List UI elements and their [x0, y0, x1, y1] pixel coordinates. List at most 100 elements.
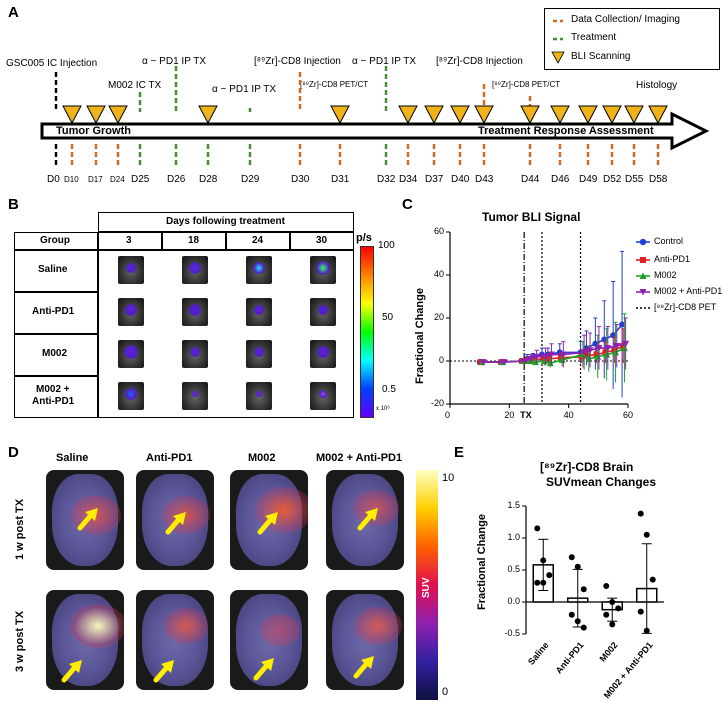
bli-signal [319, 390, 327, 398]
col-cell-1 [162, 232, 226, 250]
c-point [580, 349, 588, 356]
arrow-head [261, 658, 274, 671]
bli-header-box [98, 212, 354, 232]
c-point [559, 351, 567, 359]
day-label-D24: D24 [110, 175, 125, 184]
c-tx-label: TX [520, 410, 532, 420]
e-point [643, 627, 650, 634]
c-point [540, 357, 548, 364]
bli-thumbnail [246, 340, 272, 368]
day-label-D43: D43 [475, 174, 494, 185]
suv-tick-0: 0 [442, 686, 449, 698]
day-label-D28: D28 [199, 174, 218, 185]
c-point [594, 353, 602, 360]
panel-label-e: E [454, 444, 465, 461]
bli-scan-marker [520, 105, 540, 125]
day-label-D37: D37 [425, 174, 444, 185]
c-point [601, 336, 608, 343]
day-label-D26: D26 [167, 174, 186, 185]
c-point [604, 345, 612, 352]
day-label-D55: D55 [625, 174, 644, 185]
bli-colorbar-05: 0.5 [382, 384, 396, 395]
c-xtick-label: 0 [445, 410, 451, 420]
pet-brain-image [46, 470, 124, 570]
col-label-24: 24 [252, 235, 264, 246]
pet-hotspot [353, 489, 399, 527]
c-point [557, 354, 564, 361]
c-point [620, 342, 627, 349]
e-ytick-label: 1.5 [507, 500, 520, 510]
e-point [637, 510, 644, 517]
c-xtick-label: 60 [623, 410, 634, 420]
image-grid-cell [98, 250, 354, 418]
arrow-icon [357, 508, 378, 531]
group-header: Group [40, 235, 70, 246]
event-zr-pet-2: [⁸⁹Zr]-CD8 PET/CT [492, 80, 561, 89]
bli-scan-marker [398, 105, 418, 125]
day-label-D40: D40 [451, 174, 470, 185]
event-gsc: GSC005 IC Injection [6, 58, 98, 69]
day-label-D34: D34 [399, 174, 418, 185]
e-point [643, 531, 650, 538]
bli-signal [125, 304, 137, 316]
suv-colorbar [416, 470, 438, 700]
day-label-D32: D32 [377, 174, 396, 185]
bli-thumbnail [310, 298, 336, 326]
e-point [568, 611, 575, 618]
arrow-head [265, 512, 278, 525]
col-cell-2 [226, 232, 290, 250]
pet-hotspot [70, 603, 124, 649]
arrow-icon [61, 660, 82, 683]
e-point [603, 611, 610, 618]
c-point [619, 321, 626, 328]
pet-col-combo: M002 + Anti-PD1 [316, 452, 403, 464]
e-point [568, 554, 575, 561]
c-legend-1: Anti-PD1 [654, 254, 691, 264]
row-cell-combo [14, 376, 98, 418]
e-point [540, 579, 547, 586]
timeline [40, 66, 710, 166]
c-legend-marker [640, 257, 646, 263]
c-legend-marker [639, 238, 647, 246]
bli-scan-marker [62, 105, 82, 125]
bli-signal [124, 345, 138, 359]
group-saline: Saline [38, 264, 68, 275]
bli-scan-marker [330, 105, 350, 125]
panel-label-c: C [402, 196, 413, 213]
event-m002: M002 IC TX [108, 80, 162, 91]
bli-signal [125, 388, 137, 400]
c-legend-pet: [⁸⁹Zr]-CD8 PET [654, 302, 717, 312]
e-ytick-label: -0.5 [504, 628, 520, 638]
arrow-icon [153, 660, 174, 683]
pet-hotspot [164, 608, 208, 644]
row-cell-antipd1 [14, 292, 98, 334]
bli-signal [189, 304, 201, 316]
suv-chart-title-1: [⁸⁹Zr]-CD8 Brain [540, 460, 634, 474]
bli-scan-marker [474, 105, 494, 125]
event-zr-inj-2: [⁸⁹Zr]-CD8 Injection [436, 56, 523, 67]
c-point [547, 351, 555, 359]
bli-colorbar-50: 50 [382, 312, 394, 323]
arrow-head [361, 656, 374, 669]
day-label-D30: D30 [291, 174, 310, 185]
event-pd1-b: α − PD1 IP TX [212, 84, 277, 95]
row-cell-saline [14, 250, 98, 292]
day-label-D0: D0 [47, 174, 60, 185]
c-point [584, 352, 591, 359]
day-label-D44: D44 [521, 174, 540, 185]
e-ytick-label: 1.0 [507, 532, 520, 542]
arrow-label-tumor-growth: Tumor Growth [56, 125, 131, 137]
bli-signal [317, 346, 329, 358]
bli-thumbnail [310, 340, 336, 368]
e-point [603, 583, 610, 589]
bli-scan-marker [550, 105, 570, 125]
c-point [611, 347, 618, 354]
timeline-legend: Data Collection/ Imaging Treatment BLI S… [544, 8, 720, 70]
c-point [558, 356, 566, 363]
arrow-label-treatment-response: Treatment Response Assessment [478, 125, 654, 137]
bli-thumbnail [118, 340, 144, 368]
bli-scan-marker [578, 105, 598, 125]
col-cell-3 [290, 232, 354, 250]
e-point [540, 557, 547, 564]
